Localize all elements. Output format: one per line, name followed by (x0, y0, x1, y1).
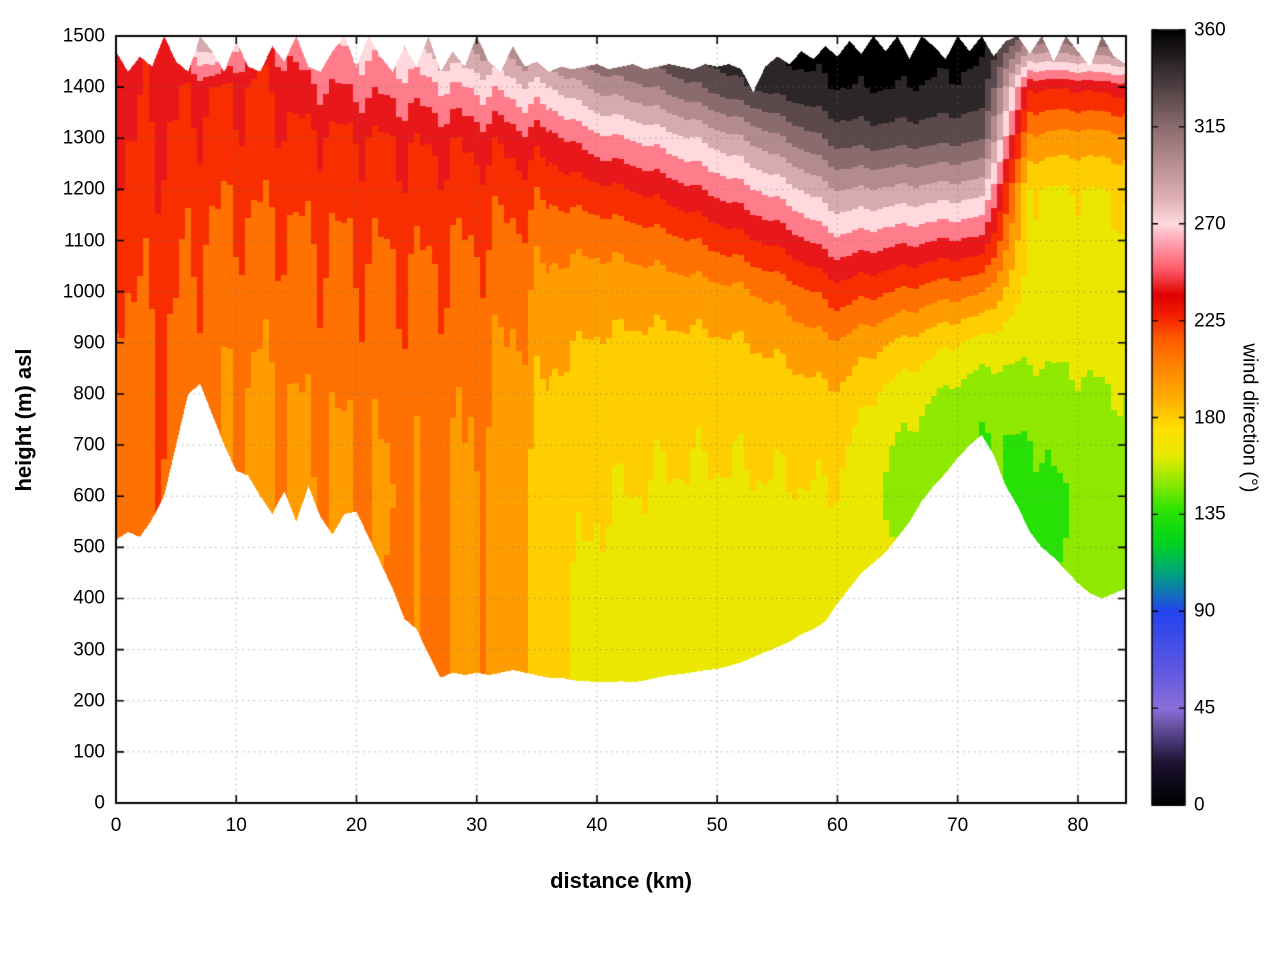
colorbar-tick-label: 0 (1194, 794, 1205, 816)
x-axis-title: distance (km) (550, 868, 692, 893)
y-tick-label: 600 (73, 485, 105, 507)
colorbar-tick-label: 315 (1194, 116, 1226, 138)
colorbar-title: wind direction (°) (1238, 343, 1261, 493)
y-tick-label: 400 (73, 587, 105, 609)
x-tick-label: 50 (706, 815, 728, 836)
y-tick-label: 1500 (62, 25, 105, 47)
y-tick-label: 700 (73, 434, 105, 456)
colorbar-tick-label: 45 (1194, 697, 1216, 719)
colorbar-tick-label: 360 (1194, 19, 1226, 41)
colorbar-tick-label: 225 (1194, 310, 1226, 332)
x-tick-label: 70 (947, 815, 969, 836)
y-tick-label: 500 (73, 536, 105, 558)
colorbar-tick-label: 90 (1194, 600, 1216, 622)
x-tick-label: 10 (225, 815, 247, 836)
x-tick-label: 40 (586, 815, 608, 836)
y-tick-label: 800 (73, 383, 105, 405)
y-tick-label: 1400 (62, 76, 105, 98)
x-tick-label: 60 (826, 815, 848, 836)
y-tick-label: 900 (73, 332, 105, 354)
x-tick-label: 30 (466, 815, 488, 836)
y-tick-label: 200 (73, 690, 105, 712)
x-tick-label: 80 (1067, 815, 1089, 836)
x-tick-label: 0 (110, 815, 122, 836)
colorbar-tick-label: 270 (1194, 213, 1226, 235)
colorbar-tick-label: 135 (1194, 503, 1226, 525)
y-tick-label: 1000 (62, 281, 105, 303)
y-tick-label: 1300 (62, 127, 105, 149)
colorbar-tick-label: 180 (1194, 407, 1226, 428)
y-tick-label: 100 (73, 741, 105, 763)
x-tick-label: 20 (345, 815, 368, 836)
y-axis-title: height (m) asl (11, 348, 36, 492)
y-tick-label: 0 (94, 792, 105, 814)
y-tick-label: 1100 (64, 230, 105, 252)
y-tick-label: 1200 (62, 178, 105, 200)
y-tick-label: 300 (73, 639, 105, 661)
